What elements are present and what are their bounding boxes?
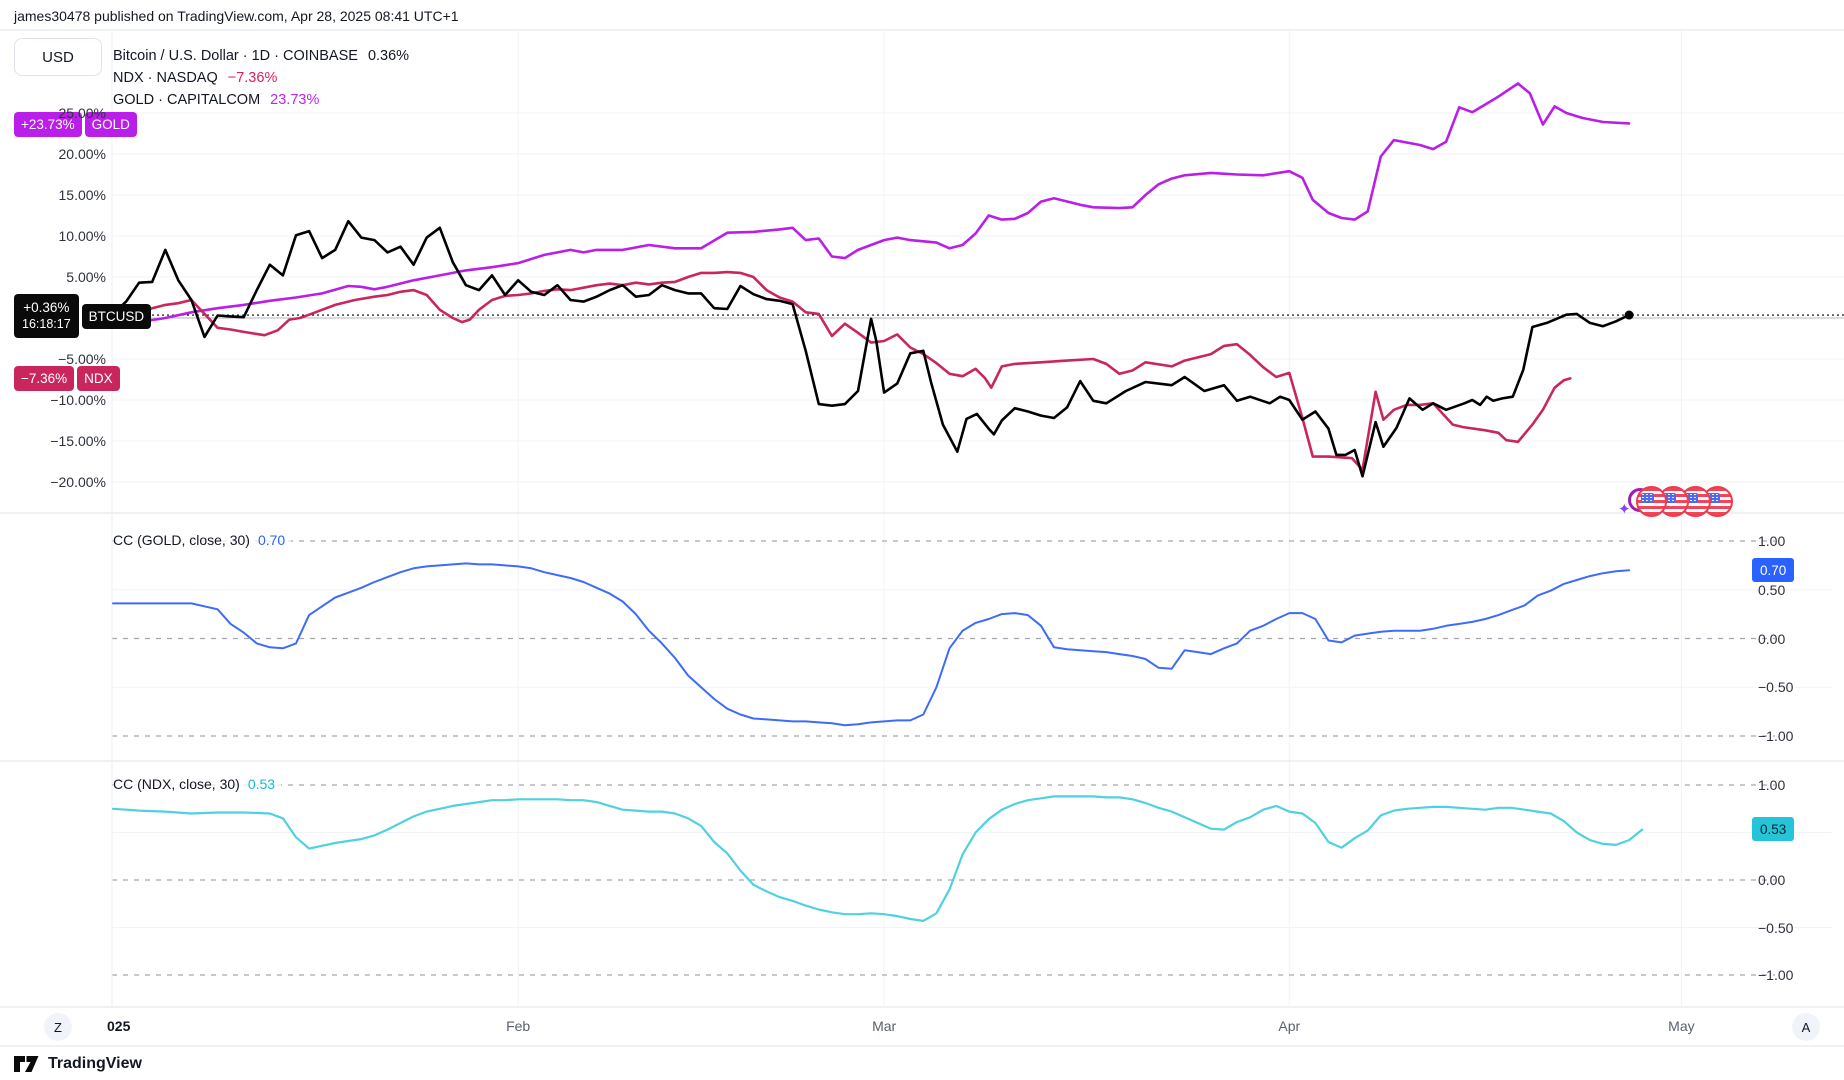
cc-gold-label-text: CC (GOLD, close, 30)	[113, 532, 250, 548]
cc-ndx-series-line	[111, 795, 1644, 923]
cc-gold-axis-label[interactable]: 0.00	[1758, 630, 1786, 647]
price-axis-label[interactable]: 10.00%	[58, 228, 106, 244]
gold-symbol-badge: GOLD	[84, 112, 137, 137]
time-axis-label[interactable]: Mar	[872, 1018, 897, 1034]
cc-gold-value-badge: 0.70	[1752, 558, 1795, 582]
sparkle-icon: ✦	[1618, 501, 1631, 518]
cc-gold-pane-label[interactable]: CC (GOLD, close, 30) 0.70	[113, 532, 292, 548]
btc-symbol-badge: BTCUSD	[81, 303, 152, 329]
cc-gold-series-line	[112, 562, 1631, 727]
cc-ndx-axis-label[interactable]: −0.50	[1758, 919, 1794, 936]
price-axis-label[interactable]: 5.00%	[66, 269, 106, 285]
cc-ndx-axis-label[interactable]: −1.00	[1758, 967, 1794, 983]
timezone-button[interactable]: Z	[44, 1013, 72, 1041]
btc-price-badge: +0.36% 16:18:17 BTCUSD	[14, 294, 152, 338]
price-axis-label[interactable]: 25.00%	[58, 105, 106, 121]
currency-button[interactable]: USD	[14, 38, 102, 76]
gold-change-badge: +23.73%	[14, 112, 82, 137]
price-axis-label[interactable]: −20.00%	[50, 474, 106, 490]
cc-gold-axis-label[interactable]: −1.00	[1758, 728, 1794, 744]
auto-scale-button[interactable]: A	[1792, 1013, 1820, 1041]
legend-value-gold: 23.73%	[270, 92, 320, 108]
cc-ndx-axis-label[interactable]: 1.00	[1758, 777, 1786, 793]
cc-gold-label-value: 0.70	[257, 532, 286, 548]
price-axis-label[interactable]: −15.00%	[50, 433, 106, 449]
price-axis-label[interactable]: 15.00%	[58, 187, 106, 203]
cc-ndx-value-badge: 0.53	[1752, 817, 1795, 841]
price-axis-label[interactable]: −5.00%	[58, 351, 106, 367]
btc-change-badge: +0.36% 16:18:17	[14, 294, 79, 338]
price-axis-label[interactable]: −10.00%	[50, 392, 106, 408]
time-axis-label[interactable]: Apr	[1278, 1018, 1301, 1034]
time-axis-label[interactable]: May	[1668, 1018, 1695, 1034]
btc-series-line	[111, 219, 1631, 478]
footer-brand-text[interactable]: TradingView	[48, 1054, 142, 1072]
cc-ndx-pane-label[interactable]: CC (NDX, close, 30) 0.53	[113, 776, 282, 792]
gold-series-line	[111, 82, 1631, 328]
cc-gold-axis-label[interactable]: −0.50	[1758, 679, 1794, 696]
ndx-price-badge: −7.36% NDX	[14, 366, 120, 391]
footer: TradingView	[0, 1047, 1844, 1080]
cc-gold-axis-label[interactable]: 0.50	[1758, 581, 1786, 598]
price-axis-label[interactable]: 20.00%	[58, 146, 106, 162]
legend-symbol-ndx: NDX · NASDAQ	[113, 70, 218, 86]
publish-attribution: james30478 published on TradingView.com,…	[14, 8, 459, 24]
cc-ndx-label-text: CC (NDX, close, 30)	[113, 776, 240, 792]
legend-symbol-btc: Bitcoin / U.S. Dollar · 1D · COINBASE	[113, 48, 358, 64]
legend-row-gold[interactable]: GOLD · CAPITALCOM 23.73%	[113, 91, 326, 109]
time-axis-label[interactable]: Feb	[506, 1018, 531, 1034]
legend-row-btc[interactable]: Bitcoin / U.S. Dollar · 1D · COINBASE 0.…	[113, 47, 416, 65]
btc-countdown: 16:18:17	[22, 316, 71, 331]
cc-ndx-axis-label[interactable]: 0.00	[1758, 872, 1786, 888]
tradingview-logo-icon[interactable]	[14, 1055, 40, 1073]
time-axis-label[interactable]: 025	[107, 1018, 131, 1034]
legend-value-ndx: −7.36%	[227, 70, 278, 86]
us-flag-icon	[1636, 486, 1667, 517]
legend-symbol-gold: GOLD · CAPITALCOM	[113, 92, 261, 108]
gold-price-badge: +23.73% GOLD	[14, 112, 137, 137]
cc-gold-axis-label[interactable]: 1.00	[1758, 533, 1786, 549]
legend-value-btc: 0.36%	[367, 48, 410, 64]
btc-change-value: +0.36%	[23, 299, 70, 315]
ndx-series-line	[111, 270, 1572, 472]
legend-row-ndx[interactable]: NDX · NASDAQ −7.36%	[113, 69, 284, 87]
cc-ndx-label-value: 0.53	[247, 776, 276, 792]
btc-last-point-dot	[1624, 310, 1634, 320]
ndx-symbol-badge: NDX	[77, 366, 120, 391]
ndx-change-badge: −7.36%	[14, 366, 75, 391]
reaction-stickers: ✦ ✦	[1618, 484, 1738, 522]
